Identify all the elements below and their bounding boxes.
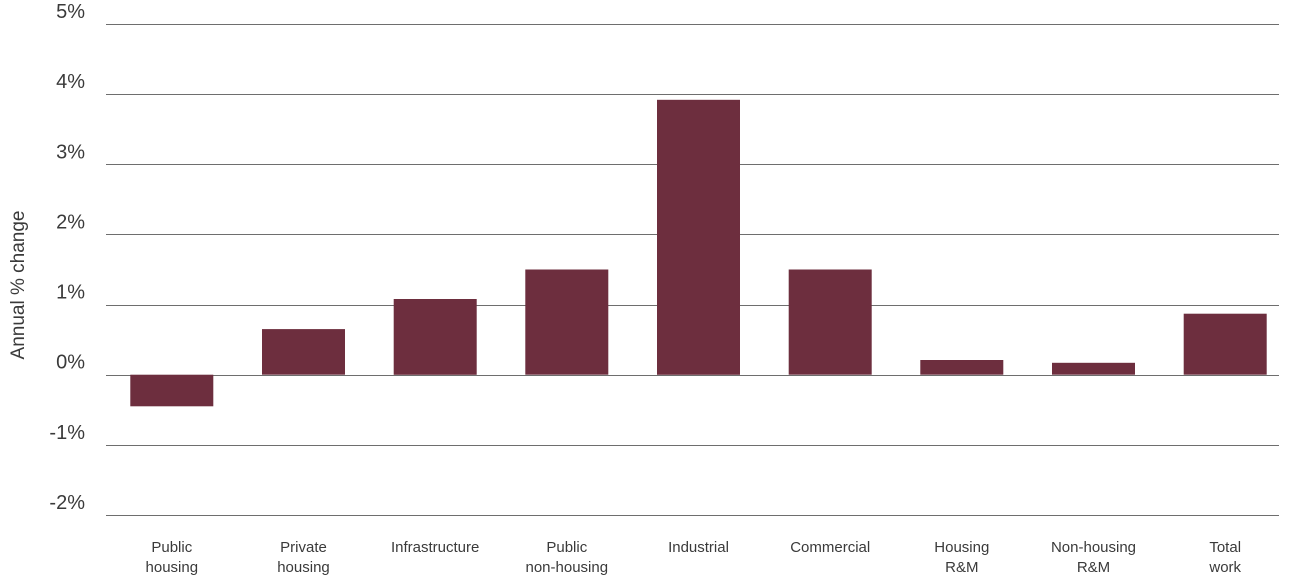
bar: [525, 269, 609, 375]
x-category-label: Infrastructure: [391, 539, 479, 556]
x-category-label-line: Public: [151, 539, 192, 556]
x-category-label-line: Infrastructure: [391, 539, 479, 556]
bars: [130, 99, 1267, 407]
x-category-label-line: non-housing: [526, 559, 609, 576]
x-axis-category-labels: Public housing Private housing Infrastructur…: [146, 539, 1242, 576]
y-tick-label: 3%: [56, 141, 85, 163]
bar: [1183, 313, 1267, 375]
x-category-label-line: Public: [546, 539, 587, 556]
x-category-label: Industrial: [668, 539, 729, 556]
y-tick-label: 1%: [56, 282, 85, 304]
x-category-label: Housing R&M: [934, 539, 989, 576]
y-tick-label: 0%: [56, 352, 85, 374]
x-category-label-line: R&M: [945, 559, 978, 576]
bar: [393, 299, 477, 375]
x-category-label-line: R&M: [1077, 559, 1110, 576]
x-category-label: Commercial: [790, 539, 870, 556]
x-category-label-line: work: [1208, 559, 1241, 576]
x-category-label: Public housing: [146, 539, 199, 576]
y-tick-label: -2%: [49, 492, 85, 514]
bar: [1052, 362, 1135, 375]
x-category-label-line: Total: [1209, 539, 1241, 556]
y-tick-label: -1%: [49, 422, 85, 444]
x-category-label-line: Non-housing: [1051, 539, 1136, 556]
bar: [657, 99, 740, 375]
x-category-label-line: housing: [277, 559, 330, 576]
bar: [262, 329, 345, 375]
x-category-label: Public non-housing: [526, 539, 609, 576]
x-category-label: Total work: [1208, 539, 1241, 576]
x-category-label-line: Private: [280, 539, 327, 556]
x-category-label: Non-housing R&M: [1051, 539, 1136, 576]
y-tick-label: 5%: [56, 1, 85, 23]
y-axis-title: Annual % change: [8, 211, 29, 360]
x-category-label-line: Commercial: [790, 539, 870, 556]
x-category-label-line: Industrial: [668, 539, 729, 556]
y-axis-ticks: -2% -1% 0% 1% 2% 3% 4% 5%: [49, 1, 85, 514]
y-tick-label: 2%: [56, 211, 85, 233]
bar: [920, 360, 1004, 375]
x-category-label-line: housing: [146, 559, 199, 576]
x-category-label: Private housing: [277, 539, 330, 576]
bar: [788, 269, 872, 375]
x-category-label-line: Housing: [934, 539, 989, 556]
y-tick-label: 4%: [56, 71, 85, 93]
bar: [130, 374, 214, 407]
